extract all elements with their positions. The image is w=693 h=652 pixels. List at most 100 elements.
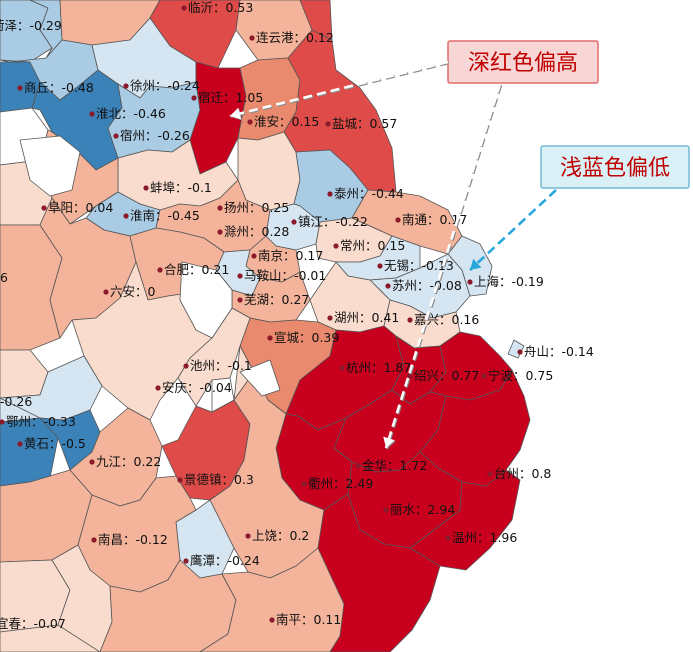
region-zhoushan bbox=[507, 339, 525, 359]
city-marker bbox=[395, 217, 401, 223]
city-label: 池州：-0.1 bbox=[190, 358, 252, 373]
map-labels: 菏泽：-0.29临沂：0.53连云港：0.12商丘：-0.48徐州：-0.24宿… bbox=[0, 0, 594, 631]
callout-high-box: 深红色偏高 bbox=[447, 40, 599, 84]
city-marker bbox=[249, 35, 255, 41]
city-marker bbox=[41, 205, 47, 211]
city-label: 金华：1.72 bbox=[362, 458, 427, 473]
callout-high-text: 深红色偏高 bbox=[468, 51, 578, 76]
city-label: 商丘：-0.48 bbox=[24, 80, 94, 95]
city-marker bbox=[517, 349, 523, 355]
city-label: 淮北：-0.46 bbox=[96, 106, 166, 121]
city-marker bbox=[143, 185, 149, 191]
city-label: 嘉兴：0.16 bbox=[414, 312, 479, 327]
city-label: 淮南：-0.45 bbox=[130, 208, 200, 223]
city-marker bbox=[251, 253, 257, 259]
arrow-low-1 bbox=[469, 189, 557, 271]
city-marker bbox=[17, 85, 23, 91]
city-marker bbox=[267, 335, 273, 341]
callout-high-arrows bbox=[229, 60, 503, 450]
city-marker bbox=[183, 363, 189, 369]
city-marker bbox=[269, 617, 275, 623]
region-white3 bbox=[211, 377, 235, 413]
city-label: 扬州：0.25 bbox=[224, 200, 289, 215]
arrow-high-2-head bbox=[383, 436, 395, 448]
city-label: 南平：0.11 bbox=[276, 612, 341, 627]
city-label: 连云港：0.12 bbox=[256, 30, 334, 45]
city-marker bbox=[123, 213, 129, 219]
city-label: 六安：0 bbox=[110, 284, 156, 299]
city-marker bbox=[181, 5, 187, 11]
city-marker bbox=[91, 537, 97, 543]
city-label: 鄂州：-0.33 bbox=[6, 414, 76, 429]
city-label: 台州：0.8 bbox=[494, 466, 551, 481]
city-marker bbox=[0, 419, 5, 425]
region-shanghai bbox=[447, 235, 493, 297]
city-label: 常州：0.15 bbox=[340, 238, 405, 253]
city-label: 宿迁：1.05 bbox=[198, 90, 263, 105]
city-marker bbox=[291, 219, 297, 225]
city-marker bbox=[89, 459, 95, 465]
arrow-high-1-head bbox=[230, 107, 242, 120]
city-label: 安庆：-0.04 bbox=[162, 380, 232, 395]
city-marker bbox=[237, 297, 243, 303]
callout-low-arrows bbox=[469, 189, 557, 271]
city-marker bbox=[327, 191, 333, 197]
city-label: 宁波：0.75 bbox=[488, 368, 553, 383]
city-label: 杭州：1.87 bbox=[346, 360, 411, 375]
partial-label: -0.26 bbox=[0, 394, 32, 409]
city-label: 南通：0.17 bbox=[402, 212, 467, 227]
city-label: 舟山：-0.14 bbox=[524, 344, 594, 359]
city-label: 合肥：0.21 bbox=[164, 262, 229, 277]
region-white4 bbox=[19, 135, 81, 197]
city-label: 镇江：-0.22 bbox=[298, 214, 368, 229]
city-marker bbox=[327, 315, 333, 321]
city-label: 黄石：-0.5 bbox=[24, 436, 86, 451]
city-label: 滁州：0.28 bbox=[224, 224, 289, 239]
arrow-high-2 bbox=[384, 83, 502, 449]
city-label: 衢州：2.49 bbox=[308, 476, 373, 491]
city-label: 南京：0.17 bbox=[258, 248, 323, 263]
city-label: 景德镇：0.3 bbox=[184, 472, 254, 487]
callout-low-box: 浅蓝色偏低 bbox=[540, 145, 690, 189]
city-label: 菏泽：-0.29 bbox=[0, 18, 62, 33]
city-label: 无锡：-0.13 bbox=[384, 258, 454, 273]
city-marker bbox=[481, 373, 487, 379]
city-marker bbox=[385, 283, 391, 289]
city-marker bbox=[183, 558, 189, 564]
city-marker bbox=[155, 385, 161, 391]
map-callouts: 深红色偏高 浅蓝色偏低 bbox=[229, 40, 690, 450]
city-marker bbox=[217, 229, 223, 235]
city-label: 盐城：0.57 bbox=[332, 116, 397, 131]
city-marker bbox=[487, 471, 493, 477]
city-marker bbox=[355, 463, 361, 469]
region-w6 bbox=[0, 349, 49, 399]
city-marker bbox=[301, 481, 307, 487]
city-label: 阜阳：0.04 bbox=[48, 200, 113, 215]
city-label: 宿州：-0.26 bbox=[120, 128, 190, 143]
city-label: 宣城：0.39 bbox=[274, 330, 339, 345]
city-marker bbox=[325, 121, 331, 127]
region-white5 bbox=[239, 359, 281, 397]
city-label: 鹰潭：-0.24 bbox=[190, 553, 260, 568]
city-marker bbox=[191, 95, 197, 101]
region-wenzhou bbox=[409, 469, 521, 571]
city-marker bbox=[407, 373, 413, 379]
city-marker bbox=[17, 441, 23, 447]
city-marker bbox=[377, 263, 383, 269]
callout-low-text: 浅蓝色偏低 bbox=[560, 156, 670, 181]
city-label: 上饶：0.2 bbox=[252, 528, 309, 543]
city-marker bbox=[157, 267, 163, 273]
city-label: 临沂：0.53 bbox=[188, 0, 253, 15]
city-marker bbox=[333, 243, 339, 249]
partial-label: 6 bbox=[0, 270, 8, 285]
city-marker bbox=[217, 205, 223, 211]
city-marker bbox=[123, 83, 129, 89]
city-label: 蚌埠：-0.1 bbox=[150, 180, 212, 195]
city-marker bbox=[113, 133, 119, 139]
city-label: 马鞍山：-0.01 bbox=[244, 268, 326, 283]
city-marker bbox=[89, 111, 95, 117]
city-marker bbox=[237, 273, 243, 279]
city-marker bbox=[445, 535, 451, 541]
city-marker bbox=[177, 477, 183, 483]
